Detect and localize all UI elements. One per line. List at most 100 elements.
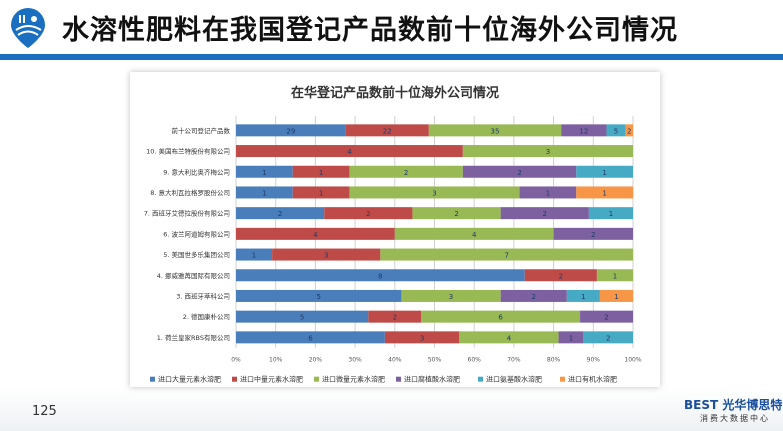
bar-segment [576,165,633,178]
x-tick-label: 60% [468,357,482,364]
data-label: 1 [614,293,618,301]
data-label: 1 [262,169,266,177]
data-label: 1 [609,210,613,218]
legend-label: 进口微量元素水溶肥 [322,375,385,384]
page-title: 水溶性肥料在我国登记产品数前十位海外公司情况 [62,15,678,46]
x-tick-label: 70% [507,357,521,364]
data-label: 2 [404,169,408,177]
chart-title: 在华登记产品数前十位海外公司情况 [291,85,499,101]
category-label: 前十公司登记产品数 [172,126,231,135]
data-label: 2 [606,334,610,342]
legend-swatch [396,376,401,382]
data-label: 1 [546,189,550,197]
data-label: 7 [504,252,508,260]
bar-segment [349,165,463,178]
x-tick-label: 100% [624,357,641,364]
bar-segment [412,207,501,220]
background-image [0,388,783,431]
data-label: 2 [366,210,370,218]
category-label: 7. 西班牙艾德拉股份有限公司 [144,209,230,218]
bar-segment [462,145,633,158]
bar-segment [384,331,460,344]
legend-label: 进口腐植酸水溶肥 [404,375,460,384]
bar-segment [380,248,633,261]
bar-segment [368,310,422,323]
x-tick-label: 40% [388,357,402,364]
data-label: 1 [319,189,323,197]
bar-segment [401,289,501,302]
data-label: 35 [491,127,500,135]
bar-segment [583,331,633,344]
category-label: 5. 美国世多乐集团公司 [163,250,230,259]
brand-logo: BEST 光华博思特 [684,398,783,412]
page-number: 125 [32,404,57,419]
data-label: 4 [347,148,352,156]
legend-swatch [478,376,483,382]
category-label: 2. 德国康朴公司 [183,312,230,321]
legend-label: 进口氨基酸水溶肥 [486,375,542,384]
data-label: 5 [614,127,618,135]
bar-segment [553,227,633,240]
data-label: 29 [286,127,295,135]
data-label: 22 [383,127,392,135]
bar-segment [236,331,385,344]
category-label: 6. 波兰阿道姆有限公司 [163,229,230,238]
bar-segment [459,331,559,344]
bar-segment [236,248,273,261]
bar-segment [236,289,402,302]
category-label: 9. 意大利比奥齐梅公司 [163,167,230,176]
legend-swatch [150,376,155,382]
bar-segment [625,124,633,137]
x-tick-label: 90% [587,357,601,364]
data-label: 2 [532,293,536,301]
data-label: 1 [319,169,323,177]
data-label: 12 [579,127,588,135]
x-tick-label: 10% [269,357,283,364]
legend-swatch [560,376,565,382]
stacked-bar-chart: 在华登记产品数前十位海外公司情况 29 22 35 12 5 24 31 1 2 2 11 1 3 1 12… [144,85,642,384]
legend-label: 进口大量元素水溶肥 [158,375,221,384]
bar-segment [394,227,554,240]
data-label: 3 [449,293,453,301]
x-tick-label: 30% [348,357,362,364]
bar-segment [566,289,600,302]
data-label: 2 [559,272,563,280]
data-label: 2 [591,231,595,239]
data-label: 3 [546,148,550,156]
data-label: 8 [378,272,382,280]
legend-swatch [314,376,319,382]
x-tick-label: 0% [231,357,241,364]
data-label: 4 [472,231,477,239]
bar-segment [500,207,589,220]
bar-segment [272,248,381,261]
category-label: 10. 美国布兰特股份有限公司 [146,147,230,156]
chart-container: 在华登记产品数前十位海外公司情况 29 22 35 12 5 2 4 3 1 1 2 2 1 1 1 3 1 1 2… [130,72,660,387]
bar-segment [236,207,325,220]
legend-swatch [232,376,237,382]
brand-subtitle: 消费大数据中心 [700,414,770,423]
bar-segment [236,310,369,323]
bar-segment [599,289,633,302]
data-label: 1 [581,293,585,301]
data-label: 4 [507,334,512,342]
bar-segment [236,165,293,178]
data-label: 3 [324,252,328,260]
data-label: 4 [313,231,318,239]
category-label: 1. 荷兰皇家RBS有限公司 [157,333,230,342]
bar-segment [558,331,584,344]
data-label: 3 [420,334,424,342]
x-tick-label: 20% [309,357,323,364]
bar-segment [576,186,633,199]
data-label: 1 [613,272,617,280]
category-label: 8. 意大利瓦拉格罗股份公司 [150,188,230,197]
bar-segment [524,269,597,282]
data-label: 1 [569,334,573,342]
data-label: 2 [604,314,608,322]
data-label: 5 [316,293,320,301]
header-divider [0,54,783,60]
data-label: 1 [602,189,606,197]
data-label: 2 [454,210,458,218]
data-label: 5 [300,314,304,322]
data-label: 1 [252,252,256,260]
data-label: 2 [393,314,397,322]
